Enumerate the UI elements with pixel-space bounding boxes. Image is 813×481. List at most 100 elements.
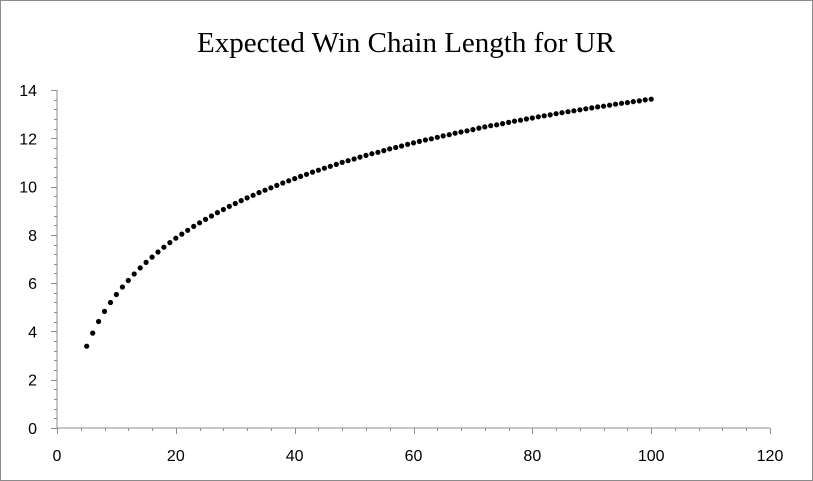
x-tick-label: 120: [757, 448, 784, 465]
data-point: [422, 137, 428, 143]
data-point: [357, 154, 363, 160]
data-point: [553, 111, 559, 117]
y-tick-label: 14: [19, 83, 37, 100]
y-tick-label: 0: [28, 421, 37, 438]
data-point: [369, 151, 375, 157]
data-point: [96, 318, 102, 325]
data-point: [375, 149, 381, 155]
x-tick-label: 80: [523, 448, 541, 465]
data-point: [161, 244, 167, 250]
data-point: [155, 249, 161, 255]
data-point: [387, 146, 393, 152]
data-point: [351, 156, 357, 162]
x-tick-label: 60: [405, 448, 423, 465]
data-point: [440, 133, 446, 139]
data-point: [280, 180, 286, 186]
data-point: [529, 115, 535, 121]
data-point: [452, 130, 458, 136]
data-point: [636, 98, 642, 104]
data-point: [648, 96, 654, 102]
data-point: [197, 220, 203, 226]
data-point: [381, 148, 387, 154]
y-tick-label: 2: [28, 373, 37, 390]
data-point: [268, 185, 274, 191]
data-point: [642, 97, 648, 103]
data-point: [488, 123, 494, 129]
data-point: [607, 102, 613, 108]
data-point: [84, 343, 90, 349]
data-point: [577, 107, 583, 113]
data-point: [482, 124, 488, 130]
data-point: [244, 195, 250, 201]
data-point: [226, 203, 232, 209]
data-point: [535, 114, 541, 120]
data-point: [589, 105, 595, 111]
data-point: [125, 277, 131, 284]
data-point: [339, 159, 345, 165]
data-point: [143, 259, 149, 265]
data-point: [185, 227, 191, 233]
data-point: [131, 271, 137, 277]
data-point: [428, 136, 434, 142]
data-point: [517, 117, 524, 123]
data-point: [321, 165, 327, 171]
data-point: [601, 103, 607, 109]
data-point: [547, 112, 553, 118]
data-point: [595, 104, 601, 110]
data-point: [256, 190, 262, 196]
data-point: [511, 118, 518, 124]
data-point: [494, 122, 500, 128]
data-point: [327, 163, 333, 169]
axes: 0 2 4 6 8 10 12 14 0 20 40 60 80 100 120: [19, 83, 783, 465]
y-tick-label: 8: [28, 228, 37, 245]
data-point: [274, 182, 280, 188]
data-point: [333, 161, 339, 167]
data-point: [113, 291, 119, 298]
data-point: [571, 108, 577, 114]
data-point: [149, 254, 155, 260]
data-point: [630, 99, 636, 105]
data-point: [286, 178, 292, 184]
data-point: [363, 152, 369, 158]
data-point: [250, 192, 256, 198]
data-point: [464, 128, 470, 134]
y-tick-label: 12: [19, 131, 37, 148]
data-point: [238, 198, 244, 204]
data-point: [90, 330, 96, 336]
data-point: [541, 113, 547, 119]
y-tick-label: 4: [28, 324, 37, 341]
data-point: [191, 223, 197, 229]
data-point: [298, 173, 304, 179]
data-point: [179, 231, 185, 237]
data-point: [303, 171, 310, 177]
data-point: [405, 141, 411, 147]
data-point: [399, 143, 405, 149]
data-point: [618, 100, 625, 106]
data-point: [345, 158, 351, 164]
data-point: [559, 110, 565, 116]
data-point: [416, 138, 422, 144]
data-point: [167, 240, 173, 246]
data-point: [232, 200, 238, 207]
data-point: [107, 299, 114, 306]
data-point: [446, 132, 452, 138]
data-points: [84, 96, 654, 349]
x-tick-label: 0: [53, 448, 62, 465]
data-point: [612, 101, 619, 107]
y-tick-label: 6: [28, 276, 37, 293]
data-point: [565, 109, 571, 115]
data-point: [101, 308, 108, 314]
data-point: [624, 100, 631, 106]
x-tick-label: 20: [167, 448, 185, 465]
x-tick-label: 100: [638, 448, 665, 465]
data-point: [220, 206, 226, 213]
data-point: [214, 210, 220, 216]
y-tick-label: 10: [19, 180, 37, 197]
data-point: [137, 265, 143, 271]
chart-title: Expected Win Chain Length for UR: [197, 27, 616, 59]
data-point: [458, 129, 464, 135]
data-point: [410, 140, 417, 146]
data-point: [309, 169, 316, 175]
